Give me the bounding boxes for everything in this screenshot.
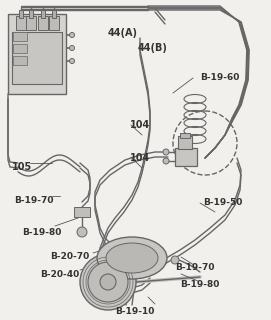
Text: 105: 105 [12,162,32,172]
Bar [29,10,33,18]
Circle shape [77,227,87,237]
Text: 104: 104 [130,120,150,130]
Bar [175,148,197,166]
Circle shape [163,149,169,155]
Bar [178,136,192,149]
Text: B-20-40: B-20-40 [40,270,79,279]
Bar [13,44,27,53]
Circle shape [171,256,179,264]
Text: B-19-50: B-19-50 [203,198,242,207]
Text: B-19-80: B-19-80 [22,228,61,237]
Circle shape [69,45,75,51]
Text: B-19-10: B-19-10 [115,307,154,316]
Text: B-20-70: B-20-70 [50,252,89,261]
Circle shape [100,274,116,290]
Bar [13,56,27,65]
Bar [8,14,66,94]
Circle shape [88,262,128,302]
Bar [180,133,190,138]
Circle shape [80,254,136,310]
Text: 44(B): 44(B) [138,43,168,53]
Bar [19,10,23,18]
Bar [52,10,56,18]
Bar [41,10,45,18]
Text: B-19-80: B-19-80 [180,280,220,289]
Bar [12,32,62,84]
Circle shape [69,59,75,63]
Bar [38,16,48,30]
Bar [16,16,26,30]
Bar [49,16,59,30]
Text: B-19-60: B-19-60 [200,73,239,82]
Bar [74,207,90,217]
Ellipse shape [106,243,158,273]
Circle shape [69,33,75,37]
Text: 44(A): 44(A) [108,28,138,38]
Text: B-19-70: B-19-70 [175,263,215,272]
Text: B-19-70: B-19-70 [14,196,53,205]
Bar [13,32,27,41]
Text: 104: 104 [130,153,150,163]
Ellipse shape [97,237,167,279]
Circle shape [163,158,169,164]
Bar [26,16,36,30]
